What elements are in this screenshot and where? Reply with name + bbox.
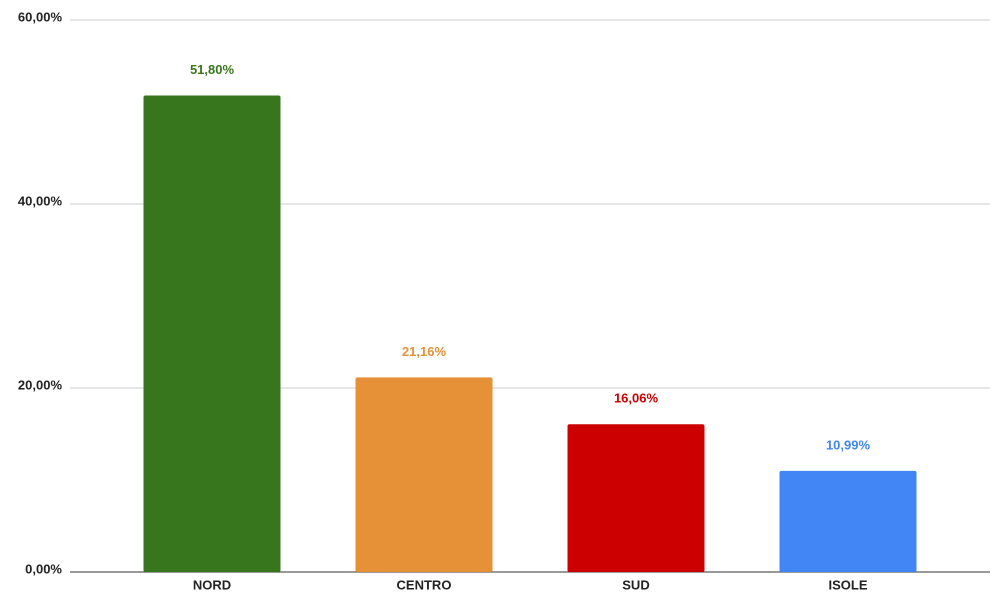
bar — [567, 424, 705, 572]
value-label: 51,80% — [190, 62, 235, 77]
bar — [779, 470, 917, 572]
x-tick-label: NORD — [193, 577, 231, 592]
value-label: 21,16% — [402, 344, 447, 359]
y-tick-label: 0,00% — [25, 561, 62, 576]
y-tick-label: 40,00% — [18, 193, 63, 208]
x-tick-label: CENTRO — [397, 577, 452, 592]
value-label: 16,06% — [614, 391, 659, 406]
bar — [143, 95, 281, 572]
x-tick-label: ISOLE — [828, 577, 867, 592]
bar — [355, 377, 493, 572]
y-tick-label: 60,00% — [18, 9, 63, 24]
y-tick-label: 20,00% — [18, 377, 63, 392]
value-label: 10,99% — [826, 437, 871, 452]
x-tick-label: SUD — [622, 577, 649, 592]
